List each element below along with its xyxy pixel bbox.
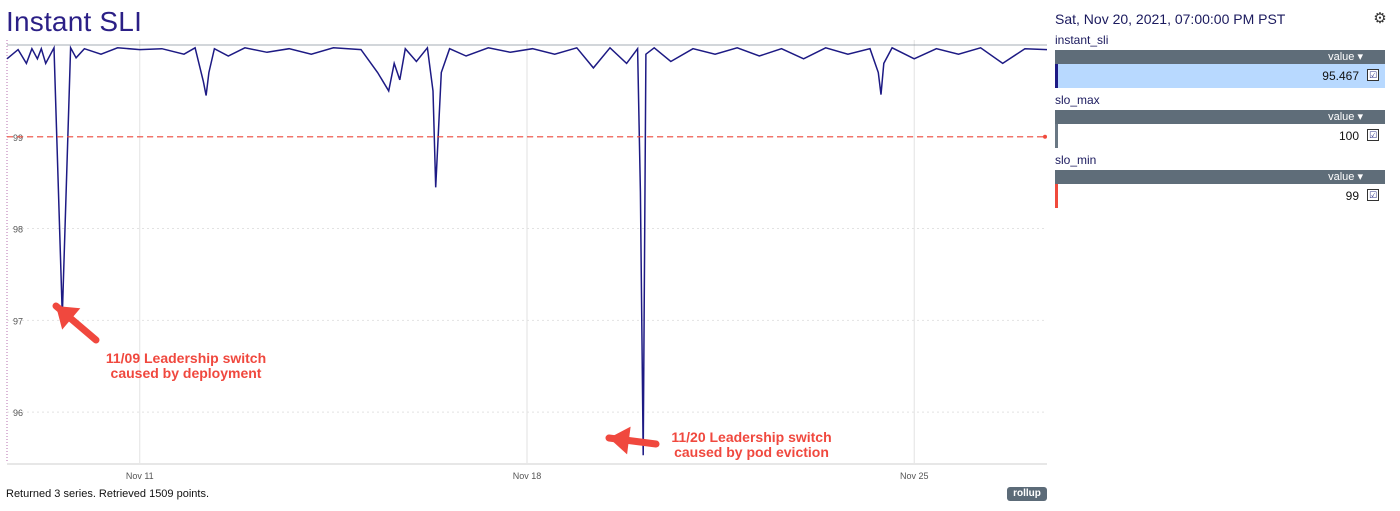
series-color-swatch bbox=[1055, 184, 1058, 208]
y-tick-label: 98 bbox=[13, 225, 23, 235]
y-tick-label: 96 bbox=[13, 408, 23, 418]
annotation-arrows bbox=[52, 302, 660, 455]
legend-header-slo-max[interactable]: value ▾ bbox=[1055, 110, 1385, 124]
y-tick-label: 99 bbox=[13, 133, 23, 143]
legend-name-slo-min: slo_min bbox=[1055, 153, 1097, 167]
arrow-eviction bbox=[605, 426, 660, 455]
series-visibility-checkbox[interactable]: ☑ bbox=[1367, 69, 1379, 81]
annotation-deployment-line1: 11/09 Leadership switch bbox=[105, 350, 267, 366]
x-tick-label: Nov 18 bbox=[513, 471, 542, 481]
arrow-head bbox=[56, 306, 81, 330]
series-end-marker bbox=[1043, 134, 1047, 139]
chart-series bbox=[6, 44, 1048, 456]
sli-chart[interactable]: 96 97 98 99 Nov 11 Nov 18 Nov 25 bbox=[0, 0, 1052, 485]
hover-timestamp: Sat, Nov 20, 2021, 07:00:00 PM PST bbox=[1055, 11, 1286, 27]
page-title: Instant SLI bbox=[6, 6, 143, 37]
annotation-eviction-line1: 11/20 Leadership switch bbox=[671, 429, 832, 445]
chart-grid bbox=[6, 40, 1047, 465]
x-tick-label: Nov 11 bbox=[126, 471, 154, 481]
series-visibility-checkbox[interactable]: ☑ bbox=[1367, 129, 1379, 141]
x-axis-ticks: Nov 11 Nov 18 Nov 25 bbox=[126, 471, 929, 481]
y-tick-label: 97 bbox=[13, 316, 23, 326]
rollup-button[interactable]: rollup bbox=[1007, 487, 1047, 501]
legend-row-instant-sli[interactable]: 95.467 ☑ bbox=[1055, 64, 1385, 88]
annotation-deployment-line2: caused by deployment bbox=[110, 365, 262, 381]
y-axis-ticks: 96 97 98 99 bbox=[13, 133, 23, 418]
series-line-instant-sli bbox=[6, 44, 1048, 456]
status-text: Returned 3 series. Retrieved 1509 points… bbox=[6, 488, 210, 500]
legend-row-slo-max[interactable]: 100 ☑ bbox=[1055, 124, 1385, 148]
legend-header-instant-sli[interactable]: value ▾ bbox=[1055, 50, 1385, 64]
annotation-deployment: 11/09 Leadership switch caused by deploy… bbox=[96, 351, 276, 381]
series-visibility-checkbox[interactable]: ☑ bbox=[1367, 189, 1379, 201]
gear-icon[interactable]: ⚙ bbox=[1373, 10, 1387, 27]
value-column-header[interactable]: value ▾ bbox=[1328, 171, 1363, 183]
series-color-swatch bbox=[1055, 64, 1058, 88]
arrow-deployment bbox=[52, 302, 100, 344]
legend-header-slo-min[interactable]: value ▾ bbox=[1055, 170, 1385, 184]
legend-name-slo-max: slo_max bbox=[1055, 93, 1100, 107]
arrow-head bbox=[609, 426, 631, 455]
legend-row-slo-min[interactable]: 99 ☑ bbox=[1055, 184, 1385, 208]
annotation-eviction-line2: caused by pod eviction bbox=[674, 444, 829, 460]
legend-value: 100 bbox=[1338, 129, 1359, 143]
value-column-header[interactable]: value ▾ bbox=[1328, 111, 1363, 123]
legend-value: 99 bbox=[1345, 189, 1359, 203]
annotation-eviction: 11/20 Leadership switch caused by pod ev… bbox=[659, 430, 844, 460]
value-column-header[interactable]: value ▾ bbox=[1328, 51, 1363, 63]
series-color-swatch bbox=[1055, 124, 1058, 148]
legend-value: 95.467 bbox=[1322, 69, 1359, 83]
x-tick-label: Nov 25 bbox=[900, 471, 929, 481]
legend-name-instant-sli: instant_sli bbox=[1055, 33, 1109, 47]
